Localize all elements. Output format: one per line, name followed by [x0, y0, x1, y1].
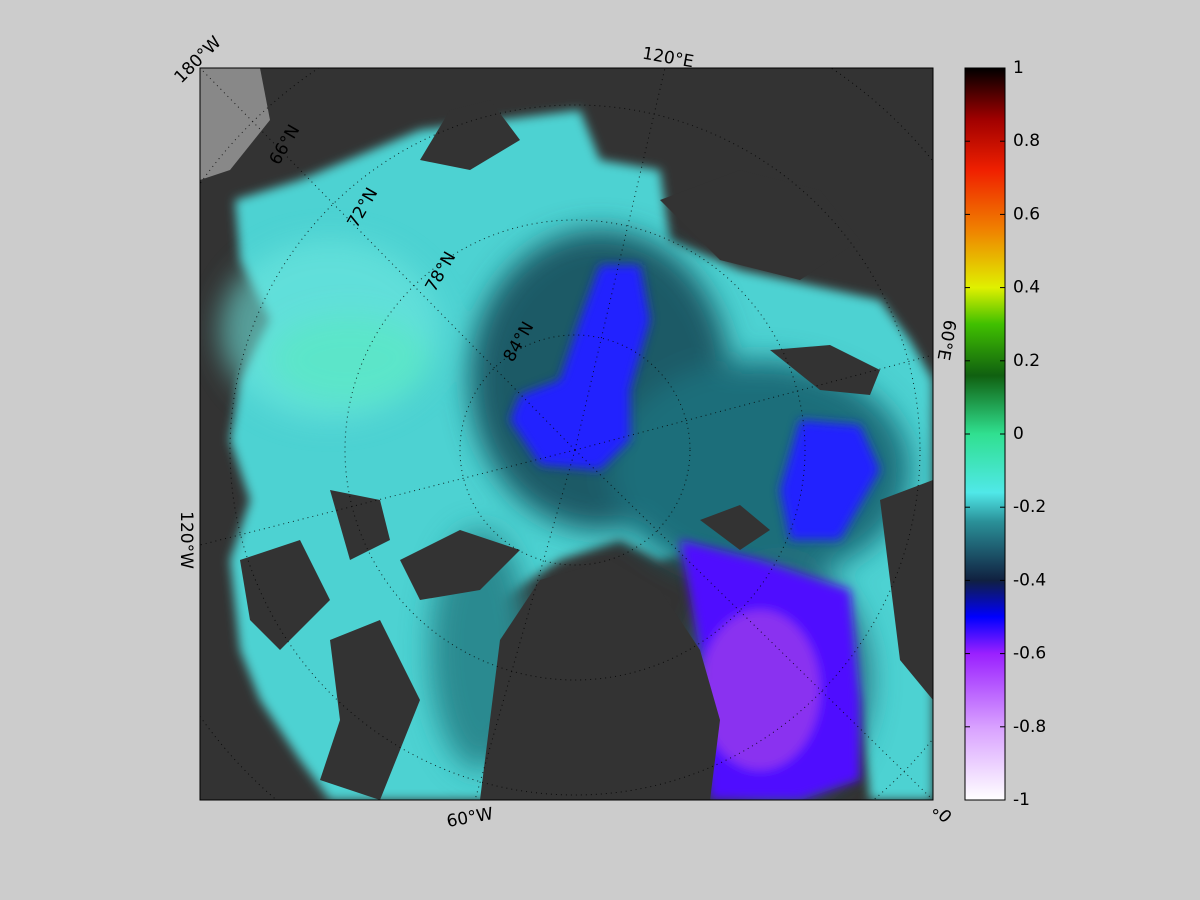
colorbar-tick-label: -0.4	[1013, 570, 1046, 590]
colorbar-tick-label: -0.6	[1013, 644, 1046, 664]
colorbar	[964, 67, 1006, 801]
colorbar-tick-label: 0.4	[1013, 278, 1040, 298]
map-area	[200, 68, 933, 800]
map-frame	[199, 67, 934, 801]
colorbar-tick-label: 0.2	[1013, 351, 1040, 371]
meridian-label: 0°	[929, 798, 957, 826]
colorbar-tick-label: 0	[1013, 424, 1024, 444]
colorbar-tick-label: 0.8	[1013, 131, 1040, 151]
colorbar-tick-label: 1	[1013, 58, 1024, 78]
colorbar-tick-label: -1	[1013, 790, 1030, 810]
meridian-label: 60°E	[933, 318, 960, 362]
colorbar-tick-label: 0.6	[1013, 204, 1040, 224]
colorbar-tick-label: -0.8	[1013, 717, 1046, 737]
meridian-label: 120°W	[176, 511, 196, 569]
colorbar-tick-label: -0.2	[1013, 497, 1046, 517]
meridian-label: 60°W	[445, 804, 495, 832]
